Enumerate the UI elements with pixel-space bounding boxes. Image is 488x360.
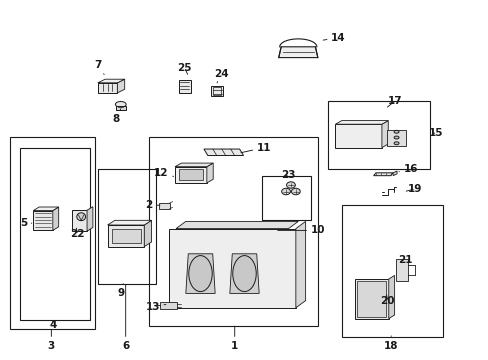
Polygon shape (381, 121, 387, 148)
Bar (112, 229, 141, 243)
Ellipse shape (188, 256, 212, 292)
Bar (354, 279, 388, 319)
Text: 14: 14 (323, 33, 345, 43)
Text: 20: 20 (380, 295, 394, 306)
Ellipse shape (393, 130, 398, 133)
Text: 13: 13 (145, 302, 165, 312)
Bar (179, 169, 203, 180)
Ellipse shape (232, 256, 256, 292)
Text: 12: 12 (154, 168, 173, 178)
Ellipse shape (393, 136, 398, 139)
Bar (149, 137, 317, 326)
Text: 4: 4 (49, 320, 57, 330)
Polygon shape (185, 254, 215, 293)
Polygon shape (107, 225, 144, 247)
Bar (98, 169, 156, 284)
Text: 1: 1 (231, 326, 238, 351)
Ellipse shape (286, 182, 295, 188)
Polygon shape (117, 79, 124, 93)
Text: 25: 25 (177, 63, 192, 75)
Polygon shape (176, 221, 298, 229)
Polygon shape (229, 254, 259, 293)
Bar (116, 106, 125, 110)
Bar (10, 137, 95, 329)
Text: 21: 21 (397, 255, 411, 265)
Text: 11: 11 (241, 143, 271, 153)
Bar (342, 205, 442, 337)
Bar (159, 203, 169, 209)
Text: 23: 23 (281, 170, 295, 180)
Text: 19: 19 (406, 184, 421, 194)
Bar (356, 281, 386, 317)
Polygon shape (335, 121, 387, 124)
Polygon shape (206, 163, 213, 183)
Bar (213, 87, 221, 95)
Text: 16: 16 (398, 164, 417, 174)
Bar (98, 83, 117, 93)
Text: 22: 22 (70, 228, 84, 239)
Bar (160, 302, 177, 309)
Polygon shape (98, 79, 124, 83)
Text: 10: 10 (277, 225, 325, 235)
Polygon shape (53, 207, 59, 230)
Bar (179, 80, 190, 93)
Polygon shape (335, 124, 381, 148)
Polygon shape (168, 229, 295, 308)
Bar (20, 148, 90, 320)
Bar (327, 101, 429, 169)
Text: 5: 5 (20, 218, 32, 228)
Polygon shape (373, 173, 392, 176)
Polygon shape (175, 163, 213, 167)
Text: 7: 7 (94, 60, 104, 75)
Polygon shape (107, 220, 151, 225)
Bar (386, 130, 406, 146)
Text: 3: 3 (48, 330, 55, 351)
Text: 18: 18 (383, 336, 398, 351)
Text: 6: 6 (122, 285, 129, 351)
Polygon shape (295, 221, 305, 308)
Text: 2: 2 (145, 200, 160, 210)
Text: 8: 8 (113, 109, 121, 124)
Bar (261, 176, 310, 220)
Polygon shape (203, 149, 243, 156)
Polygon shape (72, 210, 87, 231)
Bar (395, 259, 407, 281)
Ellipse shape (77, 213, 85, 221)
Text: 24: 24 (213, 69, 228, 83)
Polygon shape (388, 275, 394, 319)
Ellipse shape (291, 188, 300, 195)
Polygon shape (33, 207, 59, 211)
Polygon shape (87, 207, 93, 231)
Ellipse shape (115, 102, 126, 107)
Ellipse shape (281, 188, 290, 195)
Bar (211, 86, 223, 96)
Text: 17: 17 (386, 96, 402, 107)
Text: 15: 15 (428, 128, 443, 138)
Polygon shape (33, 211, 53, 230)
Ellipse shape (393, 142, 398, 145)
Polygon shape (144, 220, 151, 247)
Text: 9: 9 (118, 284, 124, 298)
Polygon shape (392, 171, 396, 176)
Polygon shape (278, 47, 317, 58)
Polygon shape (175, 167, 206, 183)
